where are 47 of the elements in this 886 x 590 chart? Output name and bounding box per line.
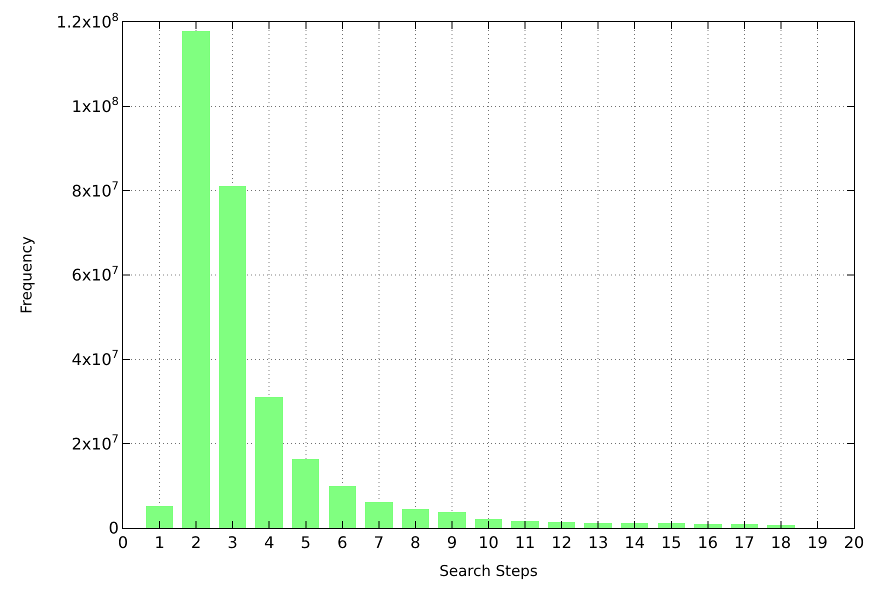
x-tick-label: 5 <box>300 533 311 552</box>
bar <box>511 521 539 528</box>
bar <box>658 523 685 528</box>
bar <box>255 397 283 528</box>
y-axis-title: Frequency <box>18 236 36 314</box>
x-tick-label: 4 <box>264 533 274 552</box>
x-tick-label: 19 <box>807 533 828 552</box>
bar <box>219 186 246 528</box>
bar <box>292 459 319 528</box>
y-tick-label: 0 <box>108 518 119 538</box>
x-tick-label: 18 <box>770 533 792 552</box>
bar <box>548 522 575 528</box>
x-tick-label: 2 <box>191 533 202 552</box>
bar <box>146 506 173 528</box>
y-tick-label: 1.2x10$^{8}$ <box>56 10 119 32</box>
y-tick-label: 1x10$^{8}$ <box>72 95 119 116</box>
x-tick-label: 3 <box>228 533 238 552</box>
x-tick-label: 10 <box>478 533 499 552</box>
x-tick-label: 11 <box>514 533 536 552</box>
y-tick-label: 6x10$^{7}$ <box>72 264 119 285</box>
x-tick-label: 16 <box>698 533 718 552</box>
x-tick-label: 6 <box>337 533 348 552</box>
bar <box>621 523 648 528</box>
y-tick-label: 2x10$^{7}$ <box>72 432 119 454</box>
bar <box>329 486 356 528</box>
y-tick-label: 8x10$^{7}$ <box>72 180 119 200</box>
x-tick-label: 1 <box>154 533 165 552</box>
bar <box>731 524 758 528</box>
x-tick-label: 15 <box>661 533 682 552</box>
x-tick-label: 7 <box>374 533 384 552</box>
bar <box>365 502 393 528</box>
x-tick-label: 8 <box>410 533 420 552</box>
bar <box>584 523 612 528</box>
x-tick-label: 12 <box>551 533 572 552</box>
bar <box>694 524 722 528</box>
x-tick-label: 13 <box>588 533 608 552</box>
bar <box>182 31 210 528</box>
y-tick-label: 4x10$^{7}$ <box>72 348 119 369</box>
x-axis-title: Search Steps <box>439 562 538 580</box>
bar <box>402 509 429 528</box>
bar <box>438 512 466 528</box>
bar <box>767 525 795 528</box>
x-tick-label: 9 <box>446 533 458 552</box>
x-tick-label: 17 <box>734 533 755 552</box>
x-tick-label: 14 <box>624 533 645 552</box>
bar <box>475 519 502 528</box>
x-tick-label: 20 <box>844 533 864 552</box>
